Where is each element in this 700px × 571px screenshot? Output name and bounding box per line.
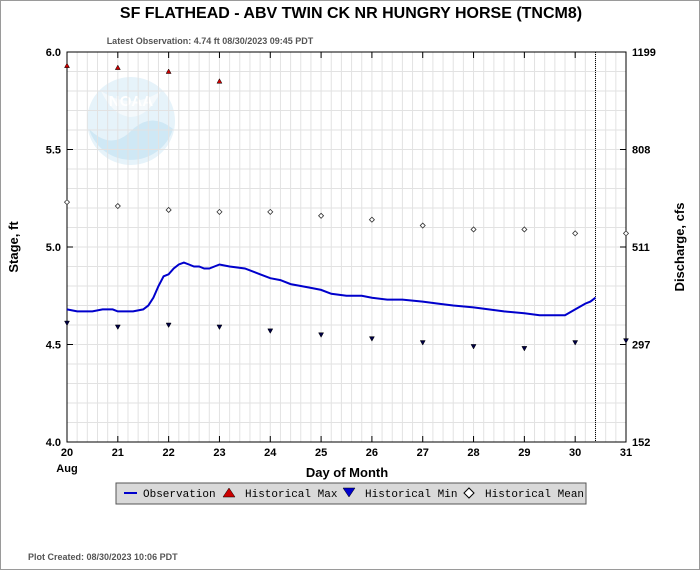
y2-tick-label: 808 [632, 145, 650, 157]
historical-mean-point [216, 208, 223, 215]
month-label: Aug [56, 463, 77, 475]
y2-axis-label: Discharge, cfs [672, 203, 687, 292]
x-tick-label: 27 [417, 447, 429, 459]
legend-mean-marker [463, 487, 475, 499]
x-tick-label: 21 [112, 447, 124, 459]
historical-mean-point [267, 208, 274, 215]
x-tick-label: 20 [61, 447, 73, 459]
y-tick-label: 6.0 [46, 47, 61, 59]
legend-min-label: Historical Min [365, 489, 457, 501]
y-tick-label: 5.5 [46, 145, 61, 157]
historical-min-point [623, 338, 629, 344]
noaa-logo-text: NOAA [109, 93, 153, 110]
historical-mean-point [419, 222, 426, 229]
x-tick-label: 29 [518, 447, 530, 459]
legend-max-label: Historical Max [245, 489, 338, 501]
y-axis-label: Stage, ft [6, 221, 21, 273]
x-axis-label: Day of Month [306, 465, 388, 480]
historical-mean-point [521, 226, 528, 233]
x-tick-label: 22 [163, 447, 175, 459]
y2-tick-labels: 152 297 511 808 1199 [632, 47, 656, 449]
noaa-logo: NOAA [87, 77, 175, 165]
legend: Observation Historical Max Historical Mi… [115, 482, 587, 505]
legend-min-marker [342, 487, 356, 498]
historical-min-point [318, 332, 325, 338]
historical-max-point [165, 68, 172, 74]
historical-mean-point [63, 199, 71, 206]
historical-min-point [572, 340, 579, 346]
y-tick-labels: 4.0 4.5 5.0 5.5 6.0 [46, 47, 61, 449]
plot-created-footer: Plot Created: 08/30/2023 10:06 PDT [28, 552, 178, 562]
historical-mean-point [622, 230, 630, 237]
historical-min-point [64, 320, 70, 327]
x-tick-label: 24 [264, 447, 277, 459]
historical-max-point [114, 64, 121, 70]
grid-lines [66, 51, 627, 443]
historical-min-point [114, 324, 121, 330]
historical-mean-point [165, 206, 172, 214]
historical-max-point [64, 62, 70, 68]
x-tick-label: 31 [620, 447, 632, 459]
historical-min-point [216, 324, 223, 330]
historical-min-point [419, 340, 426, 346]
y-tick-label: 4.5 [46, 340, 61, 352]
historical-min-point [521, 346, 528, 352]
axis-ticks [66, 51, 627, 443]
legend-max-marker [222, 487, 236, 498]
x-tick-label: 23 [213, 447, 225, 459]
historical-mean-point [114, 202, 121, 210]
y-tick-label: 4.0 [46, 437, 61, 449]
y2-tick-label: 1199 [632, 47, 656, 59]
chart-subtitle: Latest Observation: 4.74 ft 08/30/2023 0… [107, 36, 314, 46]
chart-title: SF FLATHEAD - ABV TWIN CK NR HUNGRY HORS… [120, 5, 582, 22]
legend-mean-label: Historical Mean [485, 489, 584, 501]
historical-mean-point [318, 212, 325, 219]
y2-tick-label: 511 [632, 242, 650, 254]
observation-series-line [66, 261, 597, 317]
x-tick-label: 26 [366, 447, 378, 459]
y2-tick-label: 297 [632, 340, 650, 352]
y-tick-label: 5.0 [46, 242, 61, 254]
historical-min-point [165, 322, 172, 329]
y2-tick-label: 152 [632, 437, 650, 449]
legend-item-historical-mean: Historical Mean [463, 487, 584, 501]
legend-item-historical-min: Historical Min [342, 487, 457, 501]
x-tick-label: 25 [315, 447, 327, 459]
historical-mean-point [368, 216, 375, 223]
historical-min-point [368, 336, 375, 342]
legend-observation-label: Observation [143, 489, 216, 501]
historical-max-point [216, 78, 223, 84]
historical-mean-point [572, 230, 579, 237]
historical-markers [63, 62, 630, 352]
legend-item-observation: Observation [124, 489, 216, 501]
legend-item-historical-max: Historical Max [222, 487, 338, 501]
x-tick-label: 30 [569, 447, 581, 459]
historical-min-point [267, 328, 274, 334]
historical-mean-point [470, 226, 477, 233]
x-tick-labels: 20 21 22 23 24 25 26 27 28 29 30 31 [61, 447, 632, 459]
historical-min-point [470, 344, 477, 350]
x-tick-label: 28 [467, 447, 479, 459]
